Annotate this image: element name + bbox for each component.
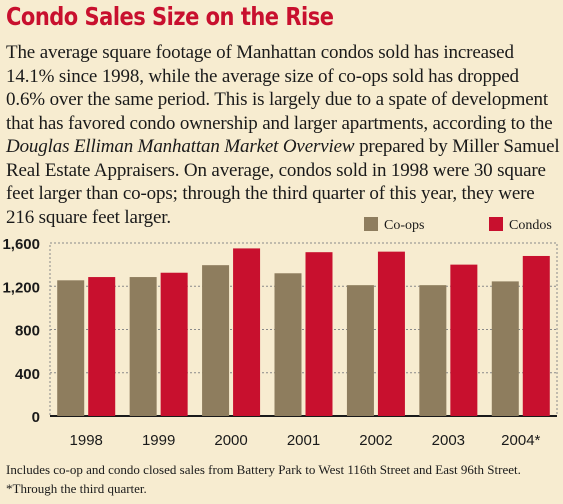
y-tick-label: 0 <box>32 409 40 426</box>
bar-co-ops-2000 <box>202 265 230 416</box>
bar-co-ops-1998 <box>57 280 85 416</box>
y-tick-label: 1,600 <box>2 236 40 253</box>
x-tick-label: 1999 <box>142 432 175 449</box>
x-axis-ticks: 1998 1999 2000 2001 2002 2003 2004* <box>70 432 541 449</box>
report-title: Douglas Elliman Manhattan Market Overvie… <box>6 136 355 157</box>
gridlines <box>49 242 558 417</box>
legend-label-condos: Condos <box>509 218 552 233</box>
y-tick-label: 400 <box>15 366 40 383</box>
y-axis-ticks: 0 400 800 1,200 1,600 <box>2 236 40 426</box>
legend-swatch-condos <box>489 217 503 231</box>
bar-co-ops-2001 <box>274 273 302 416</box>
bar-co-ops-2003 <box>419 285 447 416</box>
bar-condos-2000 <box>233 248 261 416</box>
x-tick-label: 2004* <box>501 432 540 449</box>
footnote: Includes co-op and condo closed sales fr… <box>6 462 521 496</box>
bar-condos-2001 <box>305 252 333 416</box>
bar-co-ops-2004 <box>491 281 519 416</box>
bar-condos-2002 <box>377 251 405 416</box>
y-tick-label: 1,200 <box>2 279 40 296</box>
x-tick-label: 1998 <box>70 432 103 449</box>
intro-text-part2: prepared by Miller Samuel Real Estate Ap… <box>6 136 560 228</box>
chart-title: Condo Sales Size on the Rise <box>6 2 334 31</box>
bars <box>57 248 550 416</box>
x-tick-label: 2001 <box>287 432 320 449</box>
legend-label-co-ops: Co-ops <box>384 218 424 233</box>
bar-chart: Co-ops Condos 0 400 800 1,200 1,600 1998 1999 2… <box>2 217 558 449</box>
bar-condos-1998 <box>88 277 116 416</box>
bar-co-ops-1999 <box>129 277 157 416</box>
x-tick-label: 2000 <box>214 432 247 449</box>
intro-text-part1: The average square footage of Manhattan … <box>6 42 553 134</box>
bar-condos-2003 <box>450 264 478 416</box>
bar-condos-1999 <box>160 272 188 416</box>
y-tick-label: 800 <box>15 323 40 340</box>
legend-swatch-co-ops <box>364 217 378 231</box>
bar-condos-2004 <box>522 255 550 416</box>
x-tick-label: 2003 <box>432 432 465 449</box>
bar-co-ops-2002 <box>346 285 374 416</box>
legend: Co-ops Condos <box>364 217 552 233</box>
x-tick-label: 2002 <box>359 432 392 449</box>
intro-paragraph: The average square footage of Manhattan … <box>6 41 561 229</box>
